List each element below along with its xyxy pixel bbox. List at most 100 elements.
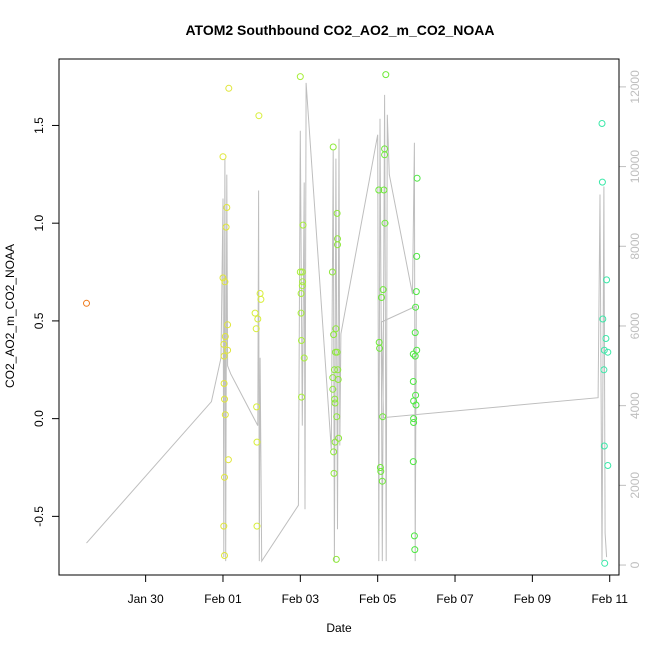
data-point <box>219 153 227 161</box>
data-point <box>333 348 341 356</box>
data-point <box>83 299 90 307</box>
co2-points-series <box>83 71 612 567</box>
y-tick-label: 0.0 <box>32 410 46 427</box>
y-tick-label: -0.5 <box>32 506 46 527</box>
data-point <box>334 366 342 374</box>
x-tick-label: Feb 01 <box>204 592 242 606</box>
data-point <box>252 325 260 333</box>
data-point <box>411 546 419 554</box>
data-point <box>331 395 339 403</box>
data-point <box>300 354 308 362</box>
data-point <box>221 473 228 481</box>
chart-title: ATOM2 Southbound CO2_AO2_m_CO2_NOAA <box>185 22 494 38</box>
data-point <box>378 294 385 301</box>
data-point <box>335 434 343 442</box>
data-point <box>334 376 342 383</box>
x-tick-label: Jan 30 <box>128 592 164 606</box>
data-point <box>376 344 384 352</box>
data-point <box>257 295 265 303</box>
data-point <box>603 276 611 284</box>
data-point <box>331 438 339 446</box>
data-point <box>375 186 383 194</box>
y-tick-label: 1.0 <box>32 215 46 232</box>
data-point <box>220 340 228 348</box>
x-axis-label: Date <box>326 621 352 635</box>
data-point <box>599 315 607 323</box>
data-point <box>413 346 421 354</box>
data-point <box>598 178 606 186</box>
data-point <box>330 448 338 456</box>
data-point <box>332 555 340 563</box>
data-point <box>410 532 418 540</box>
data-point <box>604 462 612 469</box>
data-point <box>378 477 386 485</box>
data-point <box>600 346 608 354</box>
data-point <box>254 315 262 323</box>
data-point <box>604 348 612 356</box>
data-point <box>601 559 609 567</box>
data-point <box>376 464 384 471</box>
y-tick-label: 1.5 <box>32 117 46 134</box>
data-point <box>413 252 421 260</box>
data-point <box>222 223 230 231</box>
data-point <box>220 522 228 530</box>
data-point <box>297 290 305 297</box>
data-point <box>334 241 341 249</box>
x-tick-label: Feb 05 <box>359 592 397 606</box>
data-point <box>381 151 389 159</box>
altitude-line <box>86 82 608 563</box>
y2-tick-label: 6000 <box>628 312 642 339</box>
data-point <box>298 282 306 290</box>
data-point <box>412 288 420 296</box>
x-tick-label: Feb 07 <box>436 592 474 606</box>
data-point <box>221 333 229 340</box>
data-point <box>410 419 418 426</box>
y-axis-label: CO2_AO2_m_CO2_NOAA <box>3 244 17 388</box>
data-point <box>253 522 261 530</box>
data-point <box>409 378 417 385</box>
data-point <box>296 268 304 276</box>
x-tick-label: Feb 03 <box>282 592 320 606</box>
data-point <box>298 268 306 276</box>
data-point <box>220 352 228 360</box>
data-point <box>224 321 232 329</box>
data-point <box>598 120 606 127</box>
y2-tick-label: 0 <box>628 561 642 568</box>
y2-tick-label: 4000 <box>628 392 642 419</box>
data-point <box>330 469 338 477</box>
data-point <box>328 268 336 276</box>
data-point <box>600 366 608 374</box>
data-point <box>380 186 388 194</box>
data-point <box>333 413 341 421</box>
data-point <box>600 442 608 450</box>
data-point <box>255 112 263 120</box>
y2-tick-label: 8000 <box>628 233 642 260</box>
data-point <box>329 143 337 151</box>
data-point <box>224 346 232 354</box>
data-point <box>412 391 420 399</box>
data-point <box>379 413 387 421</box>
data-point <box>412 401 420 409</box>
y2-tick-label: 2000 <box>628 472 642 499</box>
plot-frame <box>58 58 620 576</box>
data-point <box>411 329 419 337</box>
data-point <box>381 219 389 227</box>
x-tick-label: Feb 09 <box>514 592 552 606</box>
data-point <box>299 221 307 229</box>
data-point <box>379 286 387 294</box>
data-point <box>409 350 417 358</box>
data-point <box>331 399 339 407</box>
data-point <box>330 366 338 374</box>
y2-tick-label: 12000 <box>628 70 642 104</box>
y-tick-label: 0.5 <box>32 312 46 329</box>
data-point <box>221 411 229 419</box>
data-point <box>221 395 228 403</box>
data-point <box>298 393 305 401</box>
data-point <box>221 552 228 559</box>
data-point <box>299 278 307 286</box>
y2-tick-label: 10000 <box>628 150 642 184</box>
data-point <box>221 278 229 286</box>
data-point <box>410 415 418 423</box>
x-tick-label: Feb 11 <box>591 592 628 606</box>
